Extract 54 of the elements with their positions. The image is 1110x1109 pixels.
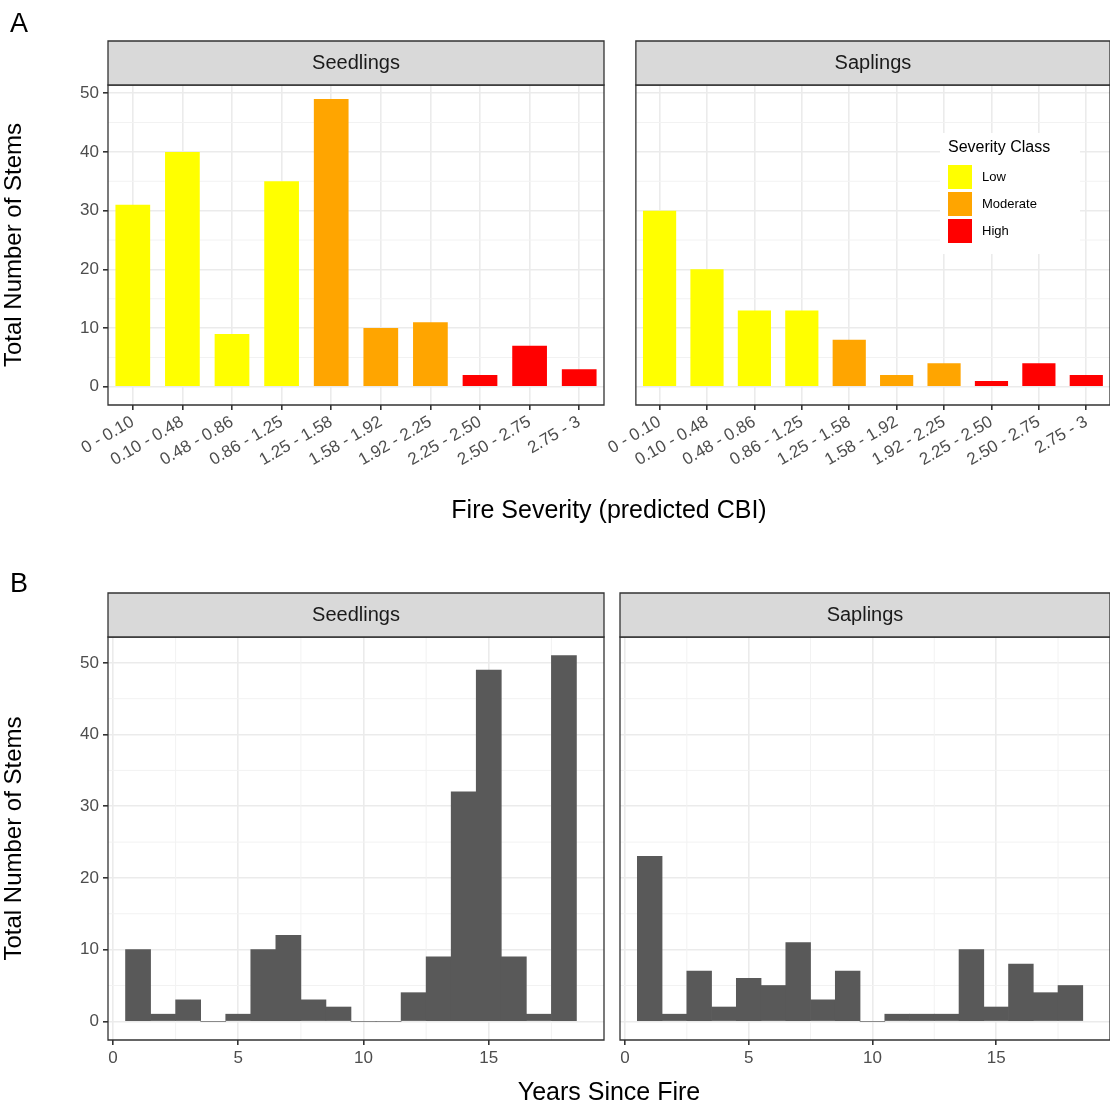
text: B (10, 568, 29, 598)
y-tick-label: 40 (80, 724, 99, 744)
y-tick-label: 20 (80, 867, 99, 887)
legend-label: High (982, 222, 1009, 238)
bar (313, 99, 349, 386)
text: A (10, 8, 29, 38)
bar (785, 310, 819, 386)
bar (974, 380, 1009, 386)
x-tick-label: 15 (479, 1047, 499, 1067)
bar (264, 181, 299, 386)
bar (115, 204, 151, 386)
bar (363, 328, 399, 386)
chart-title: Seedlings (312, 50, 400, 73)
bar (927, 363, 961, 386)
x-tick-label: 5 (743, 1047, 754, 1067)
bar (690, 269, 724, 386)
x-axis-title: Fire Severity (predicted CBI) (450, 495, 768, 524)
x-axis-title: Years Since Fire (516, 1077, 702, 1106)
bar (737, 310, 771, 386)
y-axis-title: Total Number of Stems (0, 122, 27, 368)
legend-label: Moderate (982, 195, 1037, 211)
bar (880, 375, 914, 386)
bar (214, 333, 250, 386)
legend-title: Severity Class (948, 138, 1051, 156)
y-tick-label: 50 (80, 82, 99, 102)
y-tick-label: 30 (80, 200, 99, 220)
y-axis-title: Total Number of Stems (0, 716, 27, 961)
legend-label: Low (982, 168, 1007, 184)
bar (832, 339, 866, 386)
x-tick-label: 10 (354, 1047, 373, 1067)
y-tick-label: 0 (89, 1011, 99, 1031)
chart-title: Saplings (826, 602, 904, 625)
x-tick-label: 0 (620, 1047, 630, 1067)
x-tick-label: 5 (233, 1047, 243, 1067)
bar (413, 322, 448, 386)
y-tick-label: 30 (80, 795, 99, 815)
bar (1069, 375, 1103, 386)
bar (1022, 363, 1056, 386)
chart-title: Seedlings (312, 602, 400, 625)
chart-title: Saplings (834, 50, 912, 73)
bar (512, 345, 547, 386)
bar (642, 210, 677, 386)
x-tick-label: 0 (108, 1047, 118, 1067)
bar (462, 375, 498, 386)
y-tick-label: 20 (80, 259, 99, 279)
y-tick-label: 10 (80, 939, 99, 959)
bar (561, 369, 597, 386)
x-tick-label: 10 (862, 1047, 882, 1067)
bar (165, 151, 200, 386)
y-tick-label: 10 (80, 317, 99, 337)
y-tick-label: 50 (80, 652, 99, 672)
y-tick-label: 40 (80, 141, 99, 161)
y-tick-label: 0 (89, 376, 99, 396)
x-tick-label: 15 (986, 1047, 1006, 1067)
